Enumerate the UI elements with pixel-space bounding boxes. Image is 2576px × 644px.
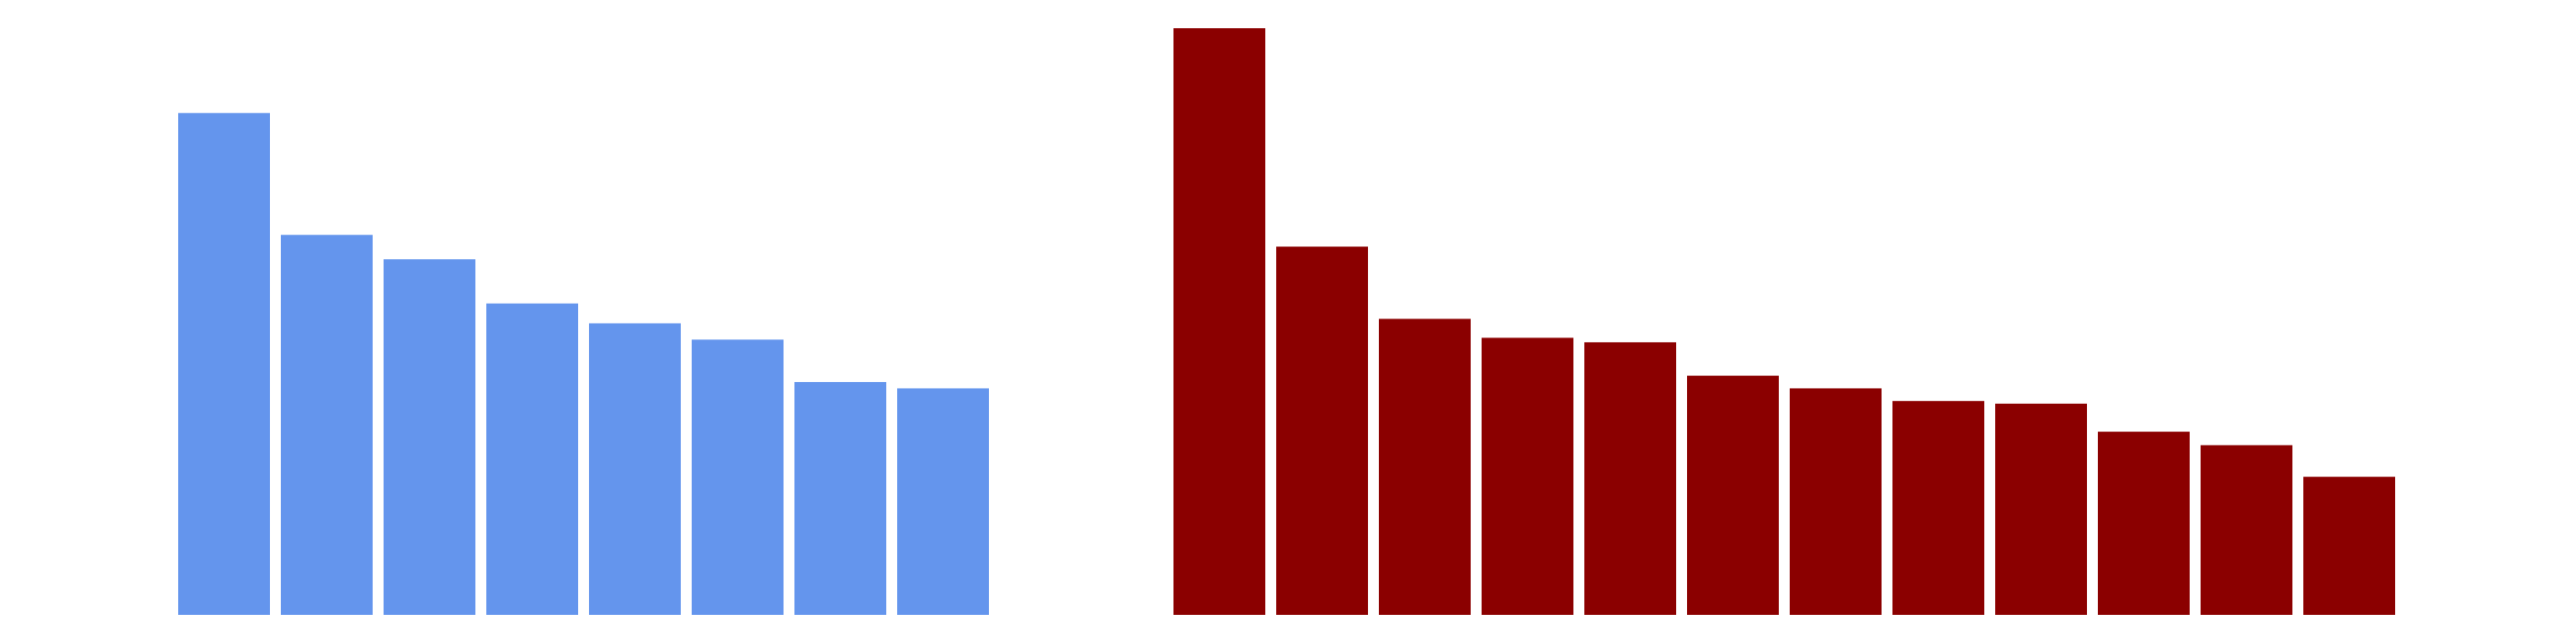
bar-right-6 xyxy=(1687,376,1779,615)
bar-left-3 xyxy=(384,259,475,615)
bar-right-10 xyxy=(2098,431,2190,615)
bar-right-8 xyxy=(1892,400,1984,615)
bar-right-3 xyxy=(1379,318,1471,615)
bar-right-5 xyxy=(1584,342,1676,615)
bar-left-7 xyxy=(794,381,886,615)
bar-right-12 xyxy=(2303,477,2395,615)
bar-right-9 xyxy=(1995,403,2087,615)
bar-right-11 xyxy=(2201,445,2292,615)
bar-left-1 xyxy=(178,113,270,616)
right-bar-panel xyxy=(1173,28,2395,615)
bar-left-5 xyxy=(589,323,681,615)
bar-right-2 xyxy=(1276,247,1368,615)
bar-left-8 xyxy=(897,387,989,615)
bar-right-4 xyxy=(1482,337,1573,615)
left-bar-panel xyxy=(178,113,989,616)
bar-right-1 xyxy=(1173,28,1265,615)
bar-left-2 xyxy=(281,235,373,615)
bar-left-4 xyxy=(486,303,578,615)
bar-right-7 xyxy=(1790,387,1882,615)
bar-left-6 xyxy=(692,339,784,615)
